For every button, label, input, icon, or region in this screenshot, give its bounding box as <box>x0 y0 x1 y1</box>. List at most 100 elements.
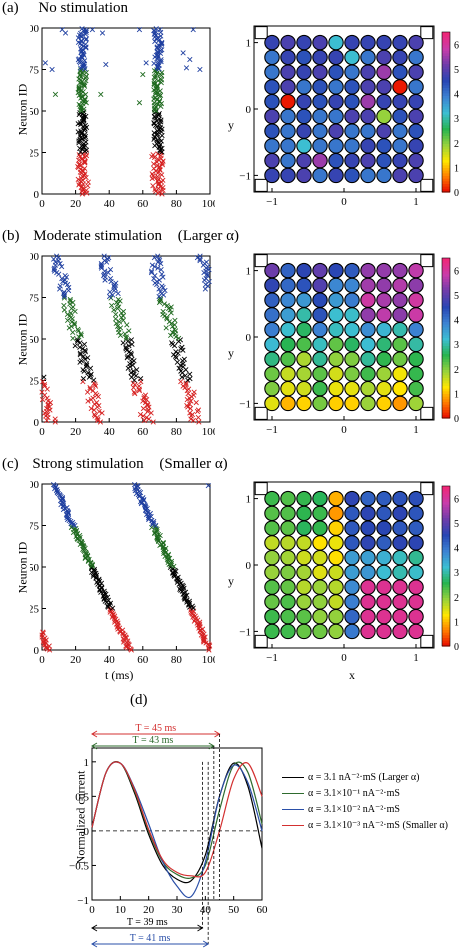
colorbar-segment <box>442 523 450 527</box>
spike-mark <box>185 386 192 392</box>
spike-mark <box>73 525 79 532</box>
neuron-phase-dot <box>328 262 344 279</box>
neuron-phase-dot <box>296 93 312 110</box>
colorbar-segment <box>442 415 450 419</box>
colorbar-segment <box>442 367 450 371</box>
neuron-phase-dot <box>360 336 376 353</box>
colorbar-segment <box>442 354 450 358</box>
neuron-phase-dot <box>344 505 360 522</box>
spike-mark <box>82 356 88 362</box>
spike-mark <box>161 301 167 307</box>
colorbar-segment <box>442 136 450 140</box>
spike-mark <box>182 589 189 595</box>
spike-mark <box>68 310 74 316</box>
spike-mark <box>39 389 45 395</box>
neuron-phase-dot <box>312 351 328 367</box>
neuron-phase-dot <box>408 549 424 566</box>
spike-mark <box>64 504 70 511</box>
neuron-phase-dot <box>296 564 312 581</box>
x-tick-label: 60 <box>137 654 149 666</box>
spike-mark <box>141 501 148 508</box>
neuron-phase-dot <box>280 608 296 625</box>
spike-mark <box>106 293 113 300</box>
neuron-phase-dot <box>280 564 296 581</box>
spike-mark <box>183 65 190 71</box>
neuron-phase-dot <box>392 579 408 595</box>
spike-mark <box>96 408 102 415</box>
electrode-marker <box>420 482 434 496</box>
spike-mark <box>81 82 87 88</box>
spike-mark <box>184 396 190 403</box>
spike-mark <box>140 413 146 419</box>
spike-mark <box>183 380 189 386</box>
spike-mark <box>74 338 81 344</box>
spike-mark <box>129 341 135 347</box>
spike-mark <box>185 390 191 397</box>
y-tick-label: 1 <box>246 266 252 278</box>
spike-mark <box>123 334 129 340</box>
colorbar-segment <box>442 276 450 280</box>
neuron-phase-dot <box>280 292 296 308</box>
neuron-phase-dot <box>328 79 344 95</box>
spike-mark <box>60 278 66 285</box>
neuron-phase-dot <box>376 138 392 154</box>
spike-mark <box>111 307 117 313</box>
y-tick-label: −1 <box>239 398 251 410</box>
neuron-phase-dot <box>344 64 360 80</box>
neuron-phase-dot <box>328 108 344 125</box>
colorbar-tick-label: 1 <box>454 617 459 628</box>
y-tick-label: 0 <box>246 104 252 116</box>
neuron-phase-dot <box>296 34 312 51</box>
neuron-phase-dot <box>280 307 296 323</box>
spike-mark <box>78 358 84 364</box>
y-tick-label: 100 <box>30 23 40 35</box>
spike-mark <box>160 158 166 164</box>
neuron-phase-dot <box>376 579 392 595</box>
colorbar-segment <box>442 555 450 559</box>
neuron-phase-dot <box>376 307 392 323</box>
neuron-phase-dot <box>296 505 312 522</box>
spike-mark <box>130 380 136 386</box>
neuron-phase-dot <box>392 93 408 110</box>
neuron-phase-dot <box>376 366 392 382</box>
spike-mark <box>67 296 73 303</box>
colorbar-tick-label: 3 <box>454 114 459 125</box>
electrode-marker <box>420 178 434 192</box>
colorbar-segment <box>442 566 450 570</box>
spike-mark <box>61 289 67 295</box>
spike-mark <box>194 255 201 261</box>
neuron-phase-dot <box>296 123 312 139</box>
colorbar-tick-label: 3 <box>454 340 459 351</box>
colorbar-segment <box>442 603 450 607</box>
colorbar-segment <box>442 362 450 366</box>
neuron-phase-dot <box>360 34 376 51</box>
neuron-phase-dot <box>312 277 328 294</box>
line-frame <box>91 747 263 901</box>
spike-mark <box>155 253 161 259</box>
spike-mark <box>76 56 82 62</box>
spike-mark <box>82 160 88 166</box>
colorbar-segment <box>442 157 450 161</box>
spike-mark <box>87 365 94 371</box>
colorbar-segment <box>442 120 450 124</box>
period-43-arrow-label: T = 43 ms <box>133 735 174 746</box>
spike-mark <box>158 57 164 63</box>
x-tick-label: 40 <box>104 654 116 666</box>
grid-frame <box>253 481 435 649</box>
electrode-marker <box>254 482 268 496</box>
neuron-phase-dot <box>392 490 408 507</box>
neuron-phase-dot <box>408 505 424 522</box>
y-tick-label: 75 <box>30 65 40 77</box>
neuron-phase-dot <box>392 64 408 80</box>
spike-mark <box>40 629 46 635</box>
colorbar-segment <box>442 563 450 567</box>
neuron-phase-dot <box>360 549 376 566</box>
neuron-phase-dot <box>312 64 328 80</box>
spike-mark <box>183 382 189 388</box>
neuron-phase-dot <box>280 167 296 184</box>
spike-mark <box>150 183 156 189</box>
neuron-phase-dot <box>408 79 424 95</box>
spike-mark <box>99 30 106 36</box>
neuron-phase-dot <box>296 307 312 323</box>
neuron-phase-dot <box>296 380 312 397</box>
